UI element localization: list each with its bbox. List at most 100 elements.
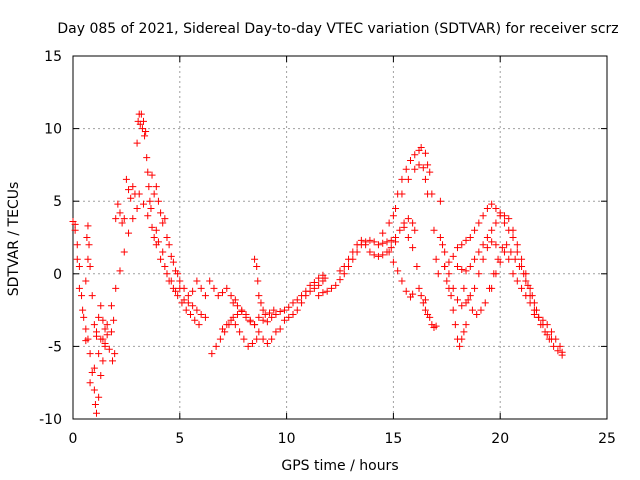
data-point [88, 292, 96, 300]
data-point [409, 244, 417, 252]
data-point [163, 234, 171, 241]
data-point [97, 371, 105, 379]
data-point [298, 299, 306, 307]
data-point [84, 222, 92, 230]
data-point [458, 302, 466, 310]
data-point [143, 154, 151, 162]
data-point [481, 299, 489, 307]
data-point [509, 270, 517, 278]
data-point [219, 289, 227, 297]
data-point [268, 313, 276, 321]
data-point [255, 328, 263, 336]
data-point [319, 271, 327, 279]
data-point [148, 171, 156, 179]
data-point [417, 143, 425, 151]
data-point [458, 265, 466, 273]
data-point [107, 302, 115, 310]
data-point [148, 223, 156, 231]
data-point [150, 190, 158, 198]
data-point [184, 299, 192, 307]
data-point [479, 255, 487, 263]
data-point [456, 342, 464, 350]
data-point [462, 236, 470, 244]
data-point [483, 204, 491, 212]
data-point [479, 212, 487, 220]
data-point [110, 316, 118, 324]
data-point [543, 331, 551, 339]
data-point [216, 335, 224, 343]
data-point [362, 241, 370, 249]
data-point [475, 248, 483, 256]
data-point [298, 292, 306, 300]
data-point [505, 215, 513, 223]
data-point [404, 175, 412, 183]
data-point [101, 339, 109, 347]
data-point [174, 292, 182, 300]
data-point [91, 400, 99, 408]
x-tick-label: 15 [384, 431, 402, 447]
data-point [432, 255, 440, 263]
data-point [426, 168, 434, 176]
data-point [293, 296, 301, 304]
data-point [447, 292, 455, 300]
data-point [201, 313, 209, 321]
data-point [229, 299, 237, 307]
data-point [492, 204, 500, 212]
data-point [411, 151, 419, 159]
data-point [90, 386, 98, 394]
data-point [251, 255, 259, 263]
data-point [152, 226, 160, 234]
y-axis-label: SDTVAR / TECUs [6, 182, 22, 297]
data-point [138, 125, 146, 133]
data-point [500, 219, 508, 227]
data-point [84, 255, 92, 263]
data-point [466, 292, 474, 300]
data-point [78, 292, 86, 300]
data-point [518, 284, 526, 292]
data-point [133, 204, 141, 212]
data-point [139, 200, 147, 208]
data-point [112, 284, 120, 292]
data-point [340, 263, 348, 271]
data-point [169, 258, 177, 266]
data-point [509, 234, 517, 241]
data-point [150, 234, 158, 241]
data-point [383, 238, 391, 246]
data-point [236, 328, 244, 336]
x-tick-label: 5 [175, 431, 184, 447]
data-point [417, 292, 425, 300]
data-point [125, 186, 133, 194]
data-point [157, 255, 165, 263]
data-point [449, 306, 457, 314]
data-point [488, 284, 496, 292]
data-point [244, 342, 252, 350]
data-point [458, 241, 466, 249]
data-point [513, 248, 521, 256]
data-point [208, 350, 216, 358]
data-points [69, 110, 566, 417]
data-point [103, 321, 111, 329]
data-point [276, 308, 284, 316]
data-point [387, 244, 395, 252]
data-point [201, 292, 209, 300]
data-point [129, 215, 137, 223]
data-point [385, 219, 393, 227]
data-point [289, 310, 297, 318]
data-point [528, 292, 536, 300]
data-point [167, 277, 175, 285]
data-point [436, 197, 444, 205]
data-point [248, 339, 256, 347]
data-point [396, 226, 404, 234]
data-point [254, 277, 262, 285]
data-point [513, 277, 521, 285]
data-point [92, 409, 100, 417]
data-point [73, 255, 81, 263]
data-point [345, 255, 353, 263]
data-point [492, 241, 500, 249]
data-point [522, 277, 530, 285]
data-point [524, 281, 532, 289]
data-point [157, 209, 165, 217]
data-point [424, 161, 432, 169]
data-point [223, 321, 231, 329]
data-point [488, 200, 496, 208]
